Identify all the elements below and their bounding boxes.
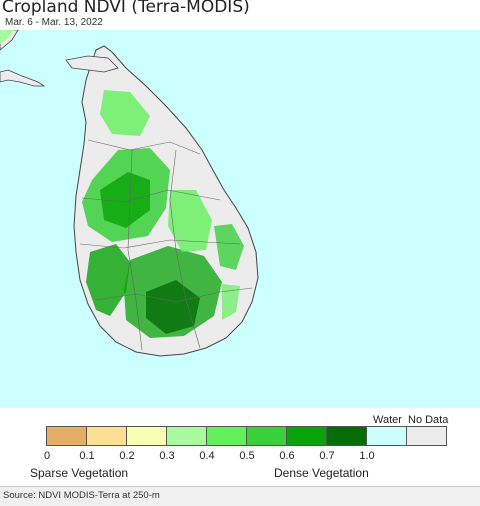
vegetation-patches — [82, 90, 244, 338]
legend-tick-1: 0.1 — [79, 450, 95, 462]
sparse-vegetation-label: Sparse Vegetation — [30, 466, 129, 480]
legend-swatch-2 — [127, 427, 167, 445]
legend-tick-7: 0.7 — [319, 450, 335, 462]
legend-swatch-water — [367, 427, 407, 445]
district-borders — [79, 139, 253, 351]
legend-swatch-no-data — [407, 427, 447, 445]
legend-no-data-label: No Data — [408, 414, 449, 426]
legend-tick-4: 0.4 — [199, 450, 215, 462]
legend-tick-2: 0.2 — [119, 450, 135, 462]
legend-swatch-4 — [207, 427, 247, 445]
legend-tick-6: 0.6 — [279, 450, 295, 462]
india-coast-green — [0, 30, 14, 44]
legend-tick-3: 0.3 — [159, 450, 175, 462]
date-range: Mar. 6 - Mar. 13, 2022 — [5, 17, 103, 28]
legend-swatch-5 — [247, 427, 287, 445]
dense-vegetation-label: Dense Vegetation — [274, 466, 369, 480]
legend-tick-0: 0 — [43, 450, 51, 462]
jaffna-peninsula — [65, 55, 119, 73]
ndvi-map — [0, 30, 480, 408]
footer-bar: Source: NDVI MODIS-Terra at 250-m — [0, 486, 480, 506]
legend-tick-8: 1.0 — [359, 450, 375, 462]
legend-swatch-6 — [287, 427, 327, 445]
map-title: Cropland NDVI (Terra-MODIS) — [2, 0, 250, 17]
legend-swatch-7 — [327, 427, 367, 445]
legend-swatch-0 — [47, 427, 87, 445]
india-coast-south — [0, 69, 46, 87]
legend-swatch-3 — [167, 427, 207, 445]
legend-tick-5: 0.5 — [239, 450, 255, 462]
source-credit: Source: NDVI MODIS-Terra at 250-m — [3, 490, 160, 501]
legend-swatches — [46, 426, 447, 446]
legend-swatch-1 — [87, 427, 127, 445]
legend-water-label: Water — [373, 414, 402, 426]
